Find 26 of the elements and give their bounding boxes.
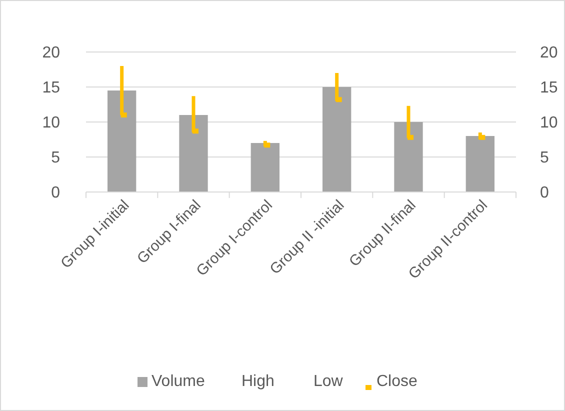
point	[479, 134, 486, 140]
bar	[108, 90, 136, 192]
bar	[466, 136, 494, 192]
point	[264, 142, 270, 148]
y-tick-label: 15	[42, 80, 60, 97]
y2-tick-label: 10	[540, 114, 558, 132]
y-tick-label: 20	[42, 44, 60, 62]
y2-tick-label: 0	[540, 184, 549, 202]
y-tick-label: 5	[51, 150, 60, 167]
bar	[394, 122, 423, 192]
bar	[179, 115, 208, 192]
y-tick-label: 10	[42, 114, 60, 132]
point	[192, 128, 198, 134]
y2-tick-label: 5	[540, 150, 549, 167]
y2-tick-label: 20	[540, 44, 558, 62]
text: High	[242, 373, 274, 390]
bar	[250, 143, 280, 192]
point	[336, 97, 342, 102]
point	[120, 112, 127, 118]
y-tick-label: 0	[51, 184, 60, 202]
legend-label: Close	[376, 373, 418, 390]
bar	[322, 87, 352, 192]
text: Low	[314, 373, 344, 390]
point	[408, 134, 414, 140]
legend-label: Volume	[152, 373, 205, 390]
y2-tick-label: 15	[540, 80, 558, 97]
